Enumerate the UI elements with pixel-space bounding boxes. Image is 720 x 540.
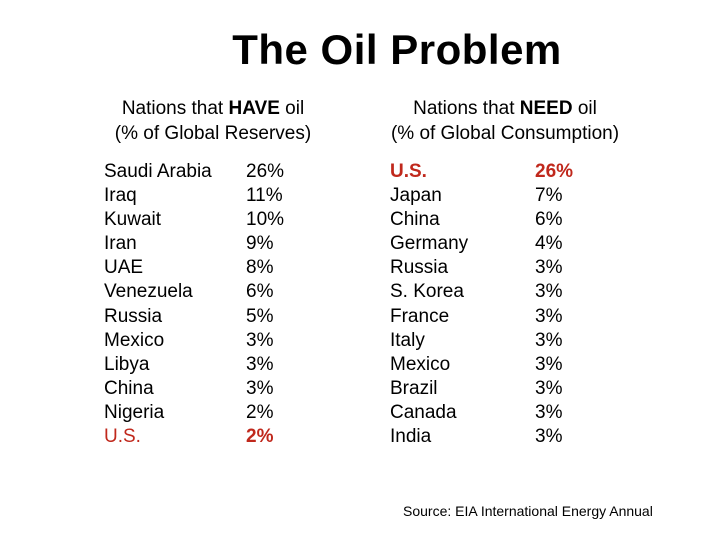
need-country: U.S. (390, 161, 427, 182)
need-header-pre: Nations that (413, 98, 520, 119)
have-header: Nations that HAVE oil (% of Global Reser… (88, 96, 338, 146)
need-subheader: (% of Global Consumption) (390, 123, 620, 144)
have-value: 9% (246, 233, 274, 255)
need-value: 3% (535, 426, 563, 448)
page-title: The Oil Problem (232, 26, 562, 73)
need-country: Japan (390, 185, 442, 207)
have-country: UAE (104, 257, 144, 279)
need-value: 26% (535, 161, 574, 182)
have-value-list: 26% 11% 10% 9% 8% 6% 5% 3% 3% 3% 2% 2% (246, 160, 284, 449)
have-country: Venezuela (104, 281, 193, 303)
need-country-list: U.S. Japan China Germany Russia S. Korea Franc… (390, 160, 468, 449)
have-value: 3% (246, 353, 274, 375)
have-country-list: Saudi Arabia Iraq Kuwait Iran UAE Venezuela Ru… (104, 160, 212, 449)
need-value: 3% (535, 281, 563, 303)
need-value-list: 26% 7% 6% 4% 3% 3% 3% 3% 3% 3% 3% 3% (535, 160, 573, 449)
have-value: 5% (246, 305, 274, 327)
have-value: 2% (246, 426, 274, 448)
have-country: U.S. (104, 426, 141, 448)
need-country: France (390, 305, 450, 327)
need-value: 3% (535, 353, 563, 375)
have-value: 10% (246, 209, 285, 231)
need-country: S. Korea (390, 281, 464, 303)
have-country: Libya (104, 353, 150, 375)
have-value: 3% (246, 329, 274, 351)
need-value: 3% (535, 329, 563, 351)
have-country: Saudi Arabia (104, 161, 212, 182)
have-country: Iraq (104, 185, 137, 207)
need-header: Nations that NEED oil (% of Global Consu… (370, 96, 640, 146)
need-header-strong: NEED (519, 98, 573, 119)
have-value: 26% (246, 161, 285, 182)
have-country: Iran (104, 233, 137, 255)
need-country: China (390, 209, 440, 231)
have-subheader: (% of Global Reserves) (114, 123, 312, 144)
need-country: Italy (390, 329, 425, 351)
need-value: 6% (535, 209, 563, 231)
have-header-pre: Nations that (121, 98, 229, 119)
have-value: 11% (246, 185, 283, 207)
have-value: 6% (246, 281, 274, 303)
need-country: Germany (390, 233, 469, 255)
need-value: 3% (535, 305, 563, 327)
need-value: 3% (535, 401, 563, 423)
have-header-strong: HAVE (228, 98, 280, 119)
have-value: 3% (246, 377, 274, 399)
have-value: 8% (246, 257, 274, 279)
need-value: 4% (535, 233, 563, 255)
have-country: Kuwait (104, 209, 162, 231)
have-country: Mexico (104, 329, 165, 351)
have-country: Nigeria (104, 401, 165, 423)
have-country: Russia (104, 305, 163, 327)
source-note: Source: EIA International Energy Annual (403, 503, 653, 519)
have-header-post: oil (279, 98, 305, 119)
have-country: China (104, 377, 154, 399)
need-value: 3% (535, 377, 563, 399)
need-country: India (390, 426, 432, 448)
need-value: 3% (535, 257, 563, 279)
need-value: 7% (535, 185, 563, 207)
need-country: Canada (390, 401, 457, 423)
need-country: Mexico (390, 353, 451, 375)
need-header-post: oil (572, 98, 597, 119)
have-value: 2% (246, 401, 274, 423)
need-country: Russia (390, 257, 449, 279)
need-country: Brazil (390, 377, 438, 399)
